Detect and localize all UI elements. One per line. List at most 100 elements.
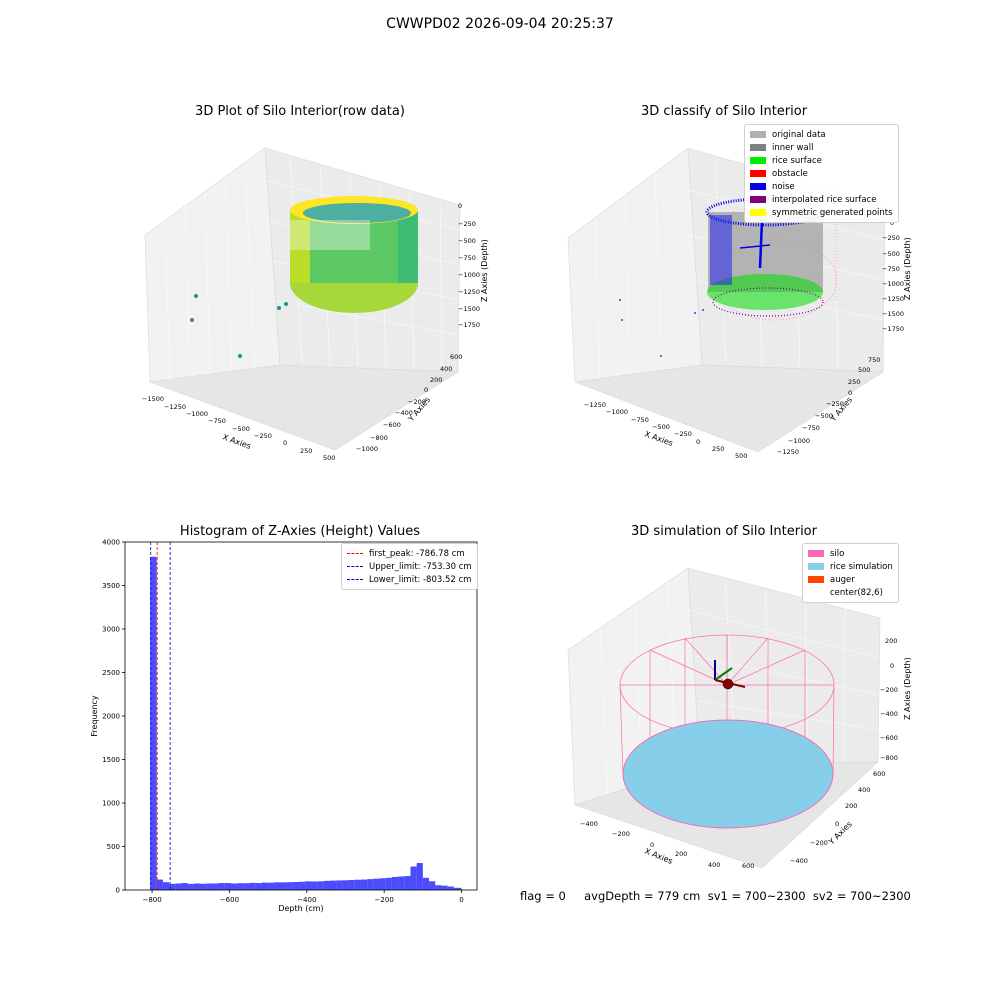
p2-pane-floor — [574, 364, 884, 453]
p1-ytick: −800 — [370, 434, 388, 442]
histogram-ytick-label: 1500 — [102, 756, 120, 764]
p2-ztick: −1000 — [882, 280, 904, 288]
legend-item: original data — [750, 128, 893, 141]
histogram-bar — [410, 866, 417, 890]
histogram-bar — [175, 883, 182, 890]
p4-xtick: 600 — [742, 862, 754, 870]
p2-noise-point — [621, 319, 623, 321]
histogram-bar — [348, 879, 355, 890]
histogram-bar — [299, 881, 306, 890]
histogram-bar — [181, 883, 188, 890]
panel3-title: Histogram of Z-Axies (Height) Values — [179, 524, 421, 539]
histogram-bar — [429, 881, 436, 890]
p2-ztick: −500 — [882, 250, 900, 258]
legend-item: rice simulation — [808, 560, 893, 573]
histogram-xtick-label: −400 — [297, 896, 316, 904]
p2-ztick: −250 — [882, 234, 900, 242]
p1-xlabel: X Axies — [221, 432, 252, 451]
p2-xtick: −250 — [674, 430, 692, 438]
p4-ytick: 400 — [858, 786, 870, 794]
p4-xtick: 200 — [675, 850, 687, 858]
histogram-ytick-label: 2000 — [102, 713, 120, 721]
p2-ztick: −750 — [882, 265, 900, 273]
p2-ytick: −1000 — [788, 437, 810, 445]
p2-xtick: −750 — [631, 416, 649, 424]
p1-ytick: −400 — [395, 409, 413, 417]
legend-label: rice surface — [772, 155, 822, 166]
p4-ytick: 600 — [873, 770, 885, 778]
panel4-title: 3D simulation of Silo Interior — [631, 524, 817, 539]
legend-swatch — [750, 144, 766, 151]
p1-ztick: 0 — [458, 202, 462, 210]
p2-xtick: −1250 — [584, 401, 606, 409]
p1-ztick: −250 — [458, 220, 476, 228]
p1-xtick: −1500 — [142, 395, 164, 403]
histogram-reference-lines — [150, 542, 171, 890]
panel4-legend: silo rice simulation auger center(82,6) — [802, 543, 899, 603]
histogram-bar — [435, 885, 442, 890]
histogram-bars — [150, 556, 462, 890]
histogram-ylabel: Frequency — [90, 695, 99, 737]
p1-xtick: −750 — [208, 417, 226, 425]
legend-item: noise — [750, 180, 893, 193]
histogram-bar — [373, 878, 380, 890]
histogram-bar — [255, 883, 262, 890]
p2-ztick: −1500 — [882, 310, 904, 318]
histogram-bar — [323, 880, 331, 890]
figure-suptitle: CWWPD02 2026-09-04 20:25:37 — [386, 16, 614, 32]
histogram-ytick-label: 2500 — [102, 669, 120, 677]
histogram-xtick-label: −600 — [220, 896, 239, 904]
legend-item: center(82,6) — [808, 586, 893, 599]
p1-ytick: 200 — [430, 376, 442, 384]
panel2-3d-axes: −1250 −1000 −750 −500 −250 0 250 500 −12… — [567, 147, 912, 460]
histogram-bar — [243, 883, 250, 890]
p1-outlier-point — [277, 306, 281, 310]
legend-label: inner wall — [772, 142, 814, 153]
panel4-3d-axes: −400 −200 0 200 400 600 −400 −200 0 200 … — [567, 567, 912, 870]
legend-label: rice simulation — [830, 561, 893, 572]
histogram-bar — [286, 882, 293, 890]
p2-zlabel: Z Axies (Depth) — [903, 237, 912, 300]
p2-pane-left — [567, 147, 703, 383]
p4-ytick: 200 — [845, 802, 857, 810]
p1-zlabel: Z Axies (Depth) — [480, 239, 489, 302]
p2-ytick: 250 — [848, 378, 860, 386]
histogram-bar — [317, 881, 324, 890]
histogram-bar — [193, 883, 201, 890]
p2-ztick: −1750 — [882, 325, 904, 333]
legend-label: symmetric generated points — [772, 207, 893, 218]
histogram-ytick-label: 0 — [116, 887, 120, 895]
p1-ytick: 400 — [440, 365, 452, 373]
histogram-ytick-label: 3000 — [102, 626, 120, 634]
histogram-bar — [342, 880, 349, 890]
p2-xtick: −500 — [652, 423, 670, 431]
histogram-bar — [305, 881, 312, 890]
legend-item: inner wall — [750, 141, 893, 154]
p4-ztick: 200 — [885, 637, 897, 645]
legend-line — [347, 553, 363, 554]
legend-label: Lower_limit: -803.52 cm — [369, 574, 472, 585]
legend-swatch — [808, 576, 824, 583]
p4-ytick: 0 — [835, 820, 839, 828]
p4-ztick: −400 — [880, 710, 898, 718]
p4-ytick: −200 — [810, 839, 828, 847]
p1-outlier-point — [194, 294, 198, 298]
p1-xtick: 0 — [283, 439, 287, 447]
legend-item: Upper_limit: -753.30 cm — [347, 560, 472, 573]
legend-swatch — [750, 196, 766, 203]
histogram-bar — [422, 877, 430, 890]
histogram-bar — [249, 882, 256, 890]
histogram-xlabel: Depth (cm) — [278, 904, 323, 913]
p1-ytick: −200 — [408, 398, 426, 406]
legend-label: auger — [830, 574, 855, 585]
histogram-bar — [398, 876, 405, 890]
status-footer: flag = 0 avgDepth = 779 cm sv1 = 700~230… — [520, 889, 911, 903]
p2-ytick: −500 — [815, 412, 833, 420]
histogram-chart: −800 −600 −400 −200 0 0 500 1000 1500 2000 2500 30… — [90, 539, 478, 913]
p4-xtick: −400 — [580, 820, 598, 828]
p1-xtick: 500 — [323, 454, 335, 462]
p4-ztick: −800 — [880, 754, 898, 762]
p2-xtick: −1000 — [606, 408, 628, 416]
legend-item: rice surface — [750, 154, 893, 167]
p4-xlabel: X Axies — [643, 847, 674, 866]
